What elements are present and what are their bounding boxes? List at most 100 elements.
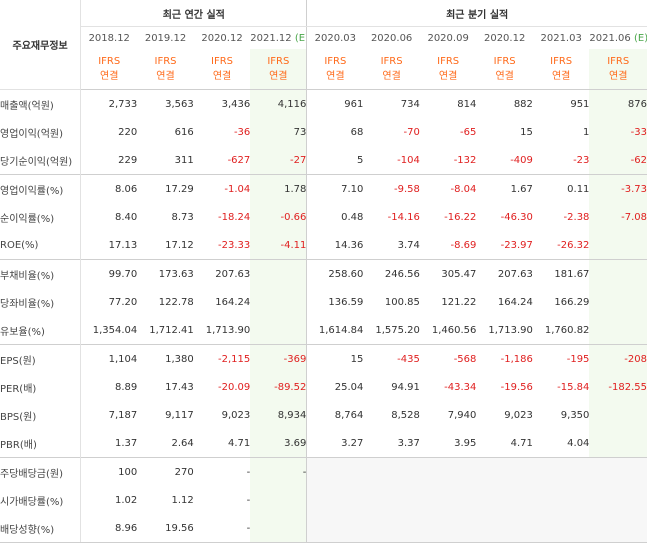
ifrs-badge: IFRS 연결 — [80, 49, 138, 90]
table-cell: 1,712.41 — [149, 324, 194, 336]
period-label: 2021.03 — [540, 32, 582, 44]
table-cell: 305.47 — [419, 259, 477, 288]
table-row: 부채비율(%) 99.70 173.63 207.63 258.60 246.56 305.… — [0, 259, 647, 288]
table-cell: 15 — [306, 344, 364, 373]
table-cell: 2.64 — [171, 437, 194, 449]
table-cell: 1,104 — [80, 344, 138, 373]
table-cell: 7.10 — [306, 174, 364, 203]
ifrs-badge: IFRS 연결 — [363, 49, 420, 90]
financial-table-body: 매출액(억원) 2,733 3,563 3,436 4,116 961 734 814 882 9… — [0, 89, 647, 543]
period-label: 2020.03 — [314, 32, 357, 44]
table-row: 영업이익률(%) 8.06 17.29 -1.04 1.78 7.10 -9.58 -8.04… — [0, 174, 647, 203]
table-cell — [250, 486, 307, 514]
table-row: 영업이익(억원) 220 616 -36 73 68 -70 -65 15 1 -33 — [0, 118, 647, 146]
table-cell: 3.27 — [306, 429, 364, 458]
table-cell: 0.11 — [532, 174, 590, 203]
period-header: 2019.12 — [137, 26, 194, 49]
table-cell — [476, 514, 533, 543]
table-cell — [476, 486, 533, 514]
consolidated-label: 연결 — [269, 71, 288, 82]
table-cell: 1.37 — [114, 437, 138, 449]
table-cell: 17.43 — [165, 381, 194, 393]
table-cell: 951 — [570, 98, 590, 110]
table-cell: 4.04 — [567, 437, 590, 449]
table-row: 시가배당률(%) 1.02 1.12 - — [0, 486, 647, 514]
table-cell: -36 — [233, 126, 251, 138]
table-cell: 5 — [306, 146, 364, 175]
table-cell: 17.29 — [137, 174, 194, 203]
table-cell: 94.91 — [391, 381, 420, 393]
ifrs-label: IFRS — [324, 56, 347, 67]
table-cell: -568 — [419, 344, 477, 373]
table-cell: 311 — [174, 154, 194, 166]
table-cell: - — [246, 494, 251, 506]
table-cell: 246.56 — [363, 259, 420, 288]
estimate-suffix: (E) — [633, 32, 647, 44]
table-cell: 1,354.04 — [92, 324, 138, 336]
table-cell: -27 — [250, 146, 307, 175]
table-cell: 1,460.56 — [431, 324, 477, 336]
row-label: 영업이익(억원) — [0, 118, 82, 146]
table-cell: -19.56 — [500, 381, 533, 393]
ifrs-badge: IFRS 연결 — [306, 49, 364, 90]
table-cell: 166.29 — [554, 296, 590, 308]
table-cell: 876 — [589, 89, 647, 118]
table-cell: -65 — [460, 126, 477, 138]
table-cell: 77.20 — [108, 296, 138, 308]
table-cell: 1 — [583, 126, 590, 138]
table-cell: 8.73 — [171, 211, 194, 223]
table-cell: 1,614.84 — [306, 316, 364, 345]
ifrs-label: IFRS — [211, 56, 234, 67]
table-cell — [363, 457, 420, 486]
table-cell: 814 — [457, 98, 477, 110]
table-cell: 25.04 — [306, 373, 364, 401]
table-cell: 7,187 — [108, 409, 138, 421]
table-cell: -16.22 — [444, 211, 477, 223]
row-label: 시가배당률(%) — [0, 486, 82, 514]
ifrs-label: IFRS — [267, 56, 290, 67]
table-cell: -89.52 — [250, 373, 307, 401]
table-cell: -33 — [589, 118, 647, 146]
row-label: 유보율(%) — [0, 316, 82, 345]
table-cell: 220 — [118, 126, 138, 138]
table-cell: 121.22 — [441, 296, 477, 308]
table-cell: 270 — [137, 457, 194, 486]
table-cell: 3.69 — [250, 429, 307, 458]
table-cell: 9,023 — [221, 409, 251, 421]
table-row: ROE(%) 17.13 17.12 -23.33 -4.11 14.36 3.74 -8.6… — [0, 231, 647, 260]
table-cell — [589, 514, 647, 543]
row-label: BPS(원) — [0, 401, 82, 429]
row-label: 영업이익률(%) — [0, 174, 82, 203]
consolidated-label: 연결 — [212, 71, 232, 82]
row-label: 당기순이익(억원) — [0, 146, 82, 175]
table-cell: 1,760.82 — [544, 324, 590, 336]
table-cell: -104 — [397, 154, 420, 166]
table-cell: -62 — [589, 146, 647, 175]
table-cell — [250, 514, 307, 543]
ifrs-badge: IFRS 연결 — [532, 49, 590, 90]
ifrs-badge: IFRS 연결 — [137, 49, 194, 90]
table-cell: -4.11 — [250, 231, 307, 260]
table-cell: 1,575.20 — [375, 324, 420, 336]
header-group-row: 주요재무정보 최근 연간 실적 최근 분기 실적 — [0, 0, 647, 90]
table-cell — [363, 514, 420, 543]
table-cell: 1.02 — [114, 494, 138, 506]
period-label: 2020.12 — [483, 32, 526, 44]
table-cell: 181.67 — [532, 259, 590, 288]
ifrs-badge: IFRS 연결 — [419, 49, 477, 90]
row-label: EPS(원) — [0, 344, 82, 373]
consolidated-label: 연결 — [495, 71, 514, 82]
table-cell: 4.71 — [228, 437, 251, 449]
table-cell: -1,186 — [476, 344, 533, 373]
table-cell — [589, 401, 647, 429]
table-cell: -26.32 — [557, 239, 590, 251]
table-cell: -18.24 — [218, 211, 251, 223]
ifrs-badge: IFRS 연결 — [476, 49, 533, 90]
row-label: 당좌비율(%) — [0, 288, 82, 316]
table-cell — [532, 486, 590, 514]
ifrs-label: IFRS — [607, 56, 630, 67]
table-cell: 3.95 — [454, 437, 477, 449]
table-cell: 4.71 — [510, 437, 533, 449]
table-cell: 68 — [306, 118, 364, 146]
period-header: 2021.12 (E) — [250, 26, 307, 49]
